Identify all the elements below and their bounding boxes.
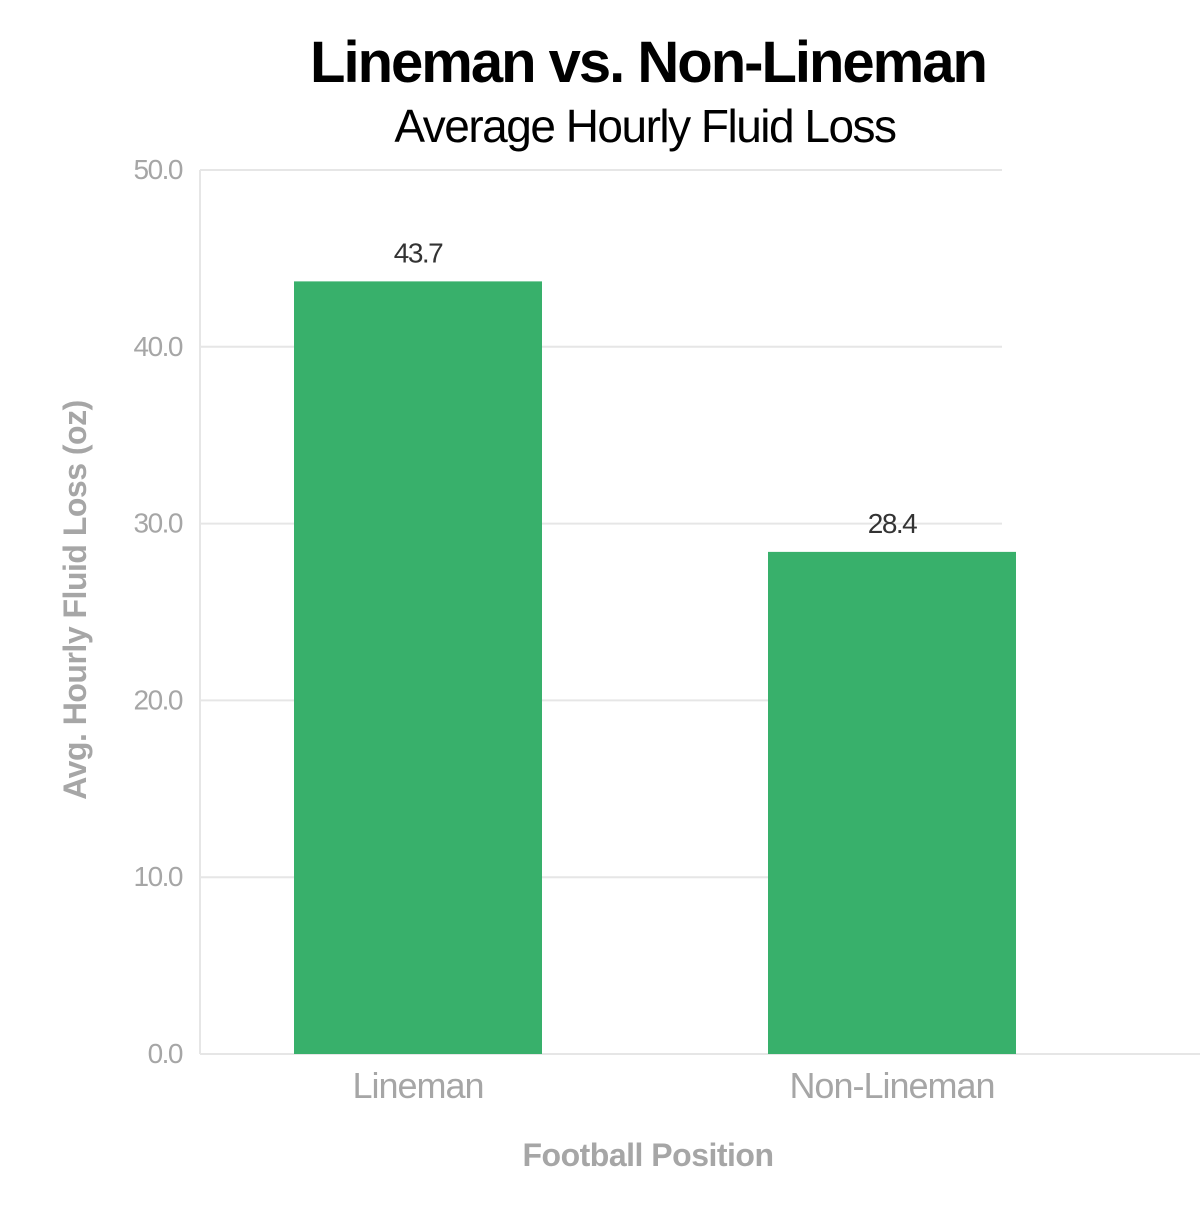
y-tick-label: 10.0 — [134, 861, 183, 892]
bar-lineman — [294, 281, 542, 1054]
data-labels: 43.7 28.4 — [394, 237, 919, 539]
data-label: 43.7 — [394, 237, 443, 268]
x-tick-label: Lineman — [352, 1065, 483, 1106]
chart-subtitle: Average Hourly Fluid Loss — [394, 100, 896, 152]
y-axis-ticks: 0.0 10.0 20.0 30.0 40.0 50.0 — [134, 154, 185, 1069]
chart-title: Lineman vs. Non-Lineman — [310, 30, 986, 95]
y-tick-label: 0.0 — [148, 1038, 183, 1069]
y-tick-label: 20.0 — [134, 684, 183, 715]
x-axis-title: Football Position — [522, 1137, 773, 1173]
y-tick-label: 50.0 — [134, 154, 183, 185]
y-tick-label: 30.0 — [134, 508, 183, 539]
bars — [294, 281, 1016, 1054]
y-tick-label: 40.0 — [134, 331, 183, 362]
x-axis-ticks: Lineman Non-Lineman — [352, 1065, 995, 1106]
data-label: 28.4 — [868, 508, 917, 539]
y-axis-title: Avg. Hourly Fluid Loss (oz) — [57, 400, 93, 800]
bar-non-lineman — [768, 551, 1016, 1054]
x-tick-label: Non-Lineman — [789, 1065, 994, 1106]
